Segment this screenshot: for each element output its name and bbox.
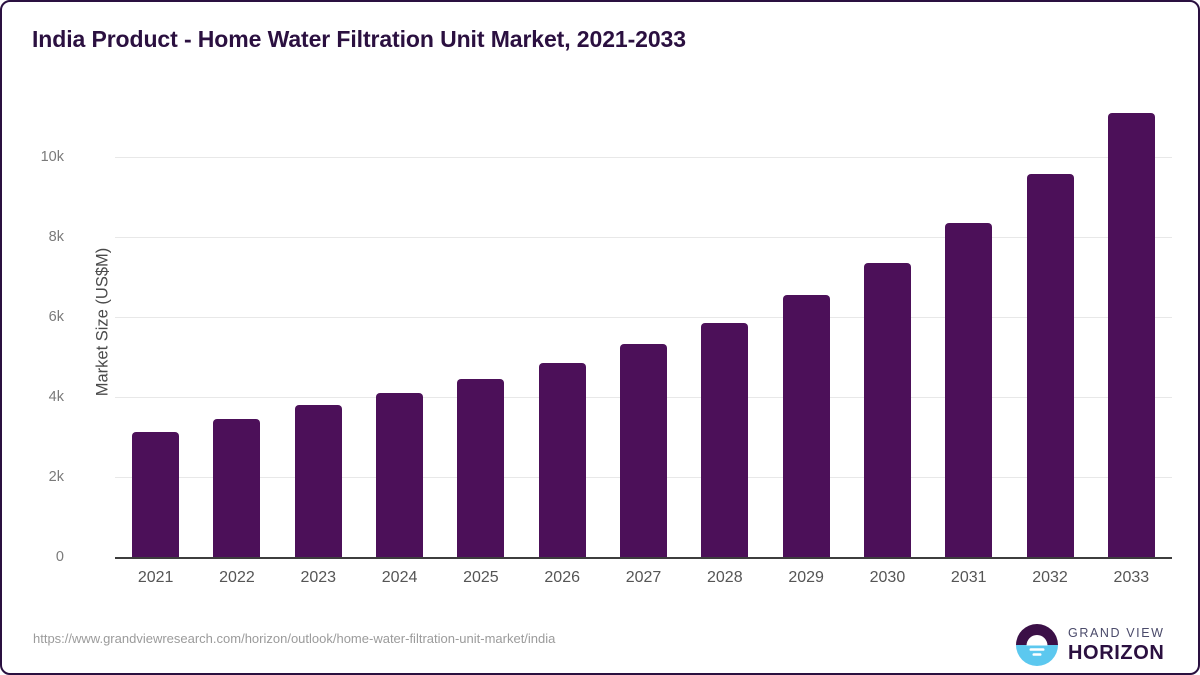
horizon-sunrise-icon bbox=[1015, 623, 1059, 667]
bar[interactable] bbox=[538, 363, 586, 557]
source-url[interactable]: https://www.grandviewresearch.com/horizo… bbox=[33, 631, 556, 646]
bar[interactable] bbox=[701, 323, 749, 557]
x-axis-tick-label: 2028 bbox=[707, 569, 743, 586]
y-axis-tick-label: 10k bbox=[40, 149, 64, 165]
gridline bbox=[115, 317, 1172, 318]
x-axis-tick-label: 2021 bbox=[137, 569, 174, 586]
bar[interactable] bbox=[1107, 113, 1155, 557]
x-axis-line bbox=[115, 557, 1172, 559]
y-axis-label: Market Size (US$M) bbox=[93, 247, 112, 397]
x-axis-tick-label: 2031 bbox=[950, 569, 987, 586]
x-axis-tick-label: 2033 bbox=[1113, 569, 1150, 586]
x-axis-tick-label: 2024 bbox=[381, 569, 418, 586]
bar[interactable] bbox=[945, 223, 993, 557]
page-title: India Product - Home Water Filtration Un… bbox=[32, 26, 686, 52]
brand-logo[interactable]: GRAND VIEW HORIZON bbox=[1015, 620, 1175, 670]
x-axis-tick-label: 2022 bbox=[219, 569, 255, 586]
bar[interactable] bbox=[620, 344, 667, 557]
y-axis-tick-label: 0 bbox=[55, 549, 64, 565]
y-axis-tick-label: 6k bbox=[48, 309, 64, 325]
y-axis-tick-label: 8k bbox=[48, 229, 64, 245]
y-axis-tick-label: 4k bbox=[48, 389, 64, 405]
logo-line-1: GRAND VIEW bbox=[1068, 625, 1165, 640]
logo-text: GRAND VIEW HORIZON bbox=[1068, 627, 1165, 664]
x-axis-tick-label: 2025 bbox=[463, 569, 499, 586]
bar[interactable] bbox=[1026, 174, 1074, 557]
logo-line-2: HORIZON bbox=[1068, 642, 1165, 665]
bar[interactable] bbox=[863, 263, 911, 557]
gridline bbox=[115, 237, 1172, 238]
gridline bbox=[115, 157, 1172, 158]
bar[interactable] bbox=[213, 419, 261, 557]
bar[interactable] bbox=[294, 405, 342, 557]
x-axis-tick-label: 2030 bbox=[869, 569, 906, 586]
plot-area: 0 2k 4k 6k 8k 10k 2021 2022 2023 2024 2025 2026 202… bbox=[41, 77, 1172, 586]
bar[interactable] bbox=[132, 432, 180, 557]
bar[interactable] bbox=[457, 379, 505, 557]
y-axis-tick-label: 2k bbox=[48, 469, 64, 485]
x-axis-tick-label: 2023 bbox=[300, 569, 337, 586]
bar[interactable] bbox=[376, 393, 424, 557]
x-axis-tick-label: 2029 bbox=[788, 569, 824, 586]
bar[interactable] bbox=[782, 295, 830, 557]
x-axis-tick-label: 2027 bbox=[625, 569, 662, 586]
x-axis-tick-label: 2026 bbox=[544, 569, 580, 586]
x-axis-tick-label: 2032 bbox=[1032, 569, 1068, 586]
